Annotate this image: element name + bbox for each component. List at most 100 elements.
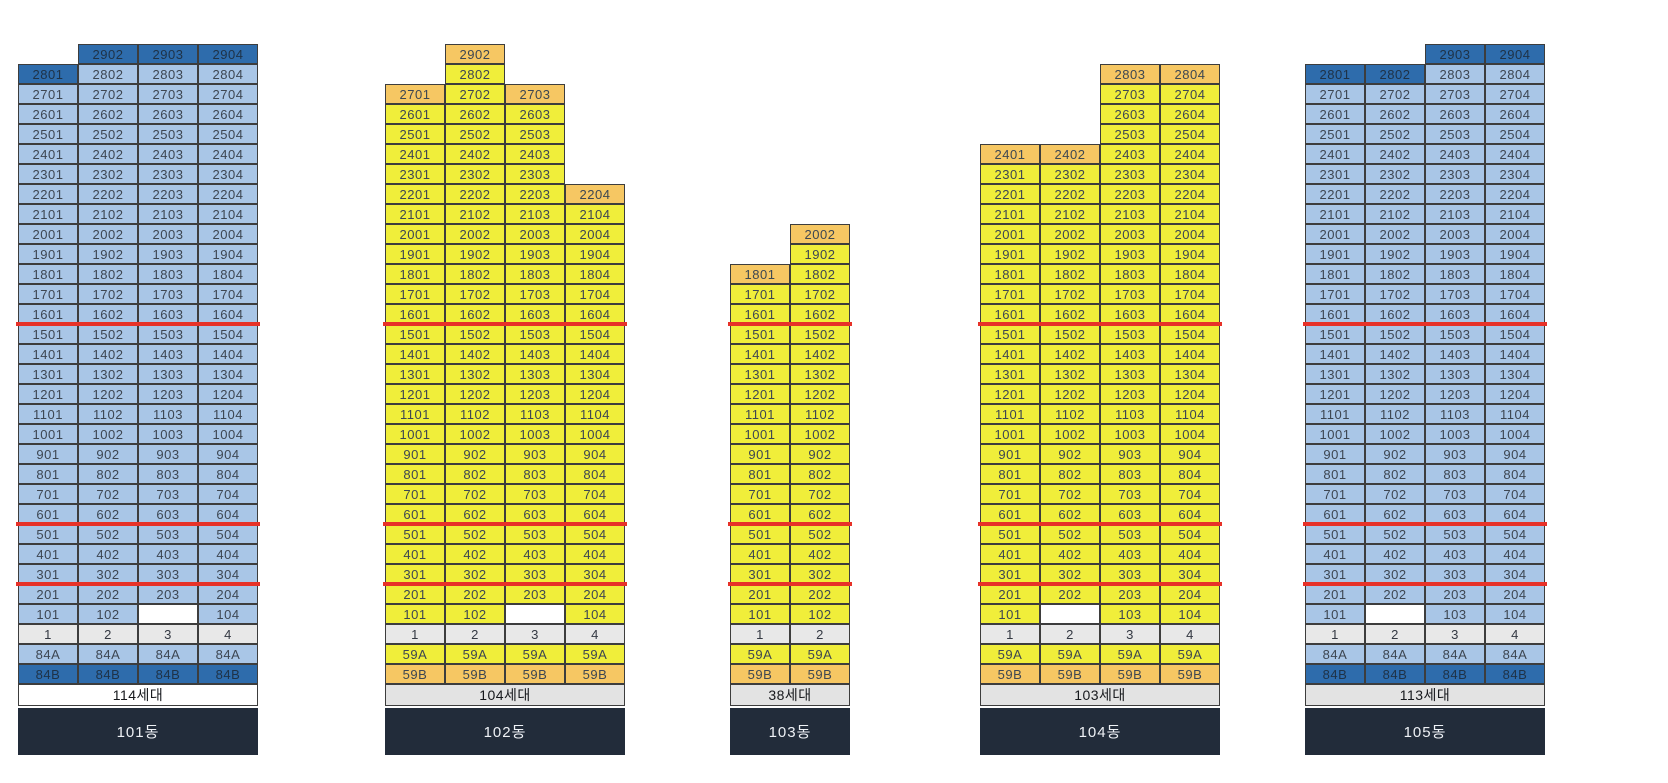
unit-cell[interactable]: 402 (78, 544, 138, 564)
unit-cell[interactable]: 1104 (565, 404, 625, 424)
unit-cell[interactable]: 2001 (1305, 224, 1365, 244)
unit-cell[interactable]: 1102 (1365, 404, 1425, 424)
unit-cell[interactable]: 701 (385, 484, 445, 504)
unit-cell[interactable]: 704 (1160, 484, 1220, 504)
unit-cell[interactable]: 2002 (790, 224, 850, 244)
unit-cell[interactable]: 2801 (18, 64, 78, 84)
unit-cell[interactable]: 804 (1160, 464, 1220, 484)
unit-cell[interactable]: 1601 (980, 304, 1040, 324)
unit-cell[interactable]: 1801 (1305, 264, 1365, 284)
unit-cell[interactable]: 2303 (505, 164, 565, 184)
unit-cell[interactable]: 1601 (730, 304, 790, 324)
unit-cell[interactable]: 2201 (1305, 184, 1365, 204)
unit-cell[interactable]: 1301 (385, 364, 445, 384)
unit-cell[interactable]: 304 (1160, 564, 1220, 584)
unit-cell[interactable]: 1904 (198, 244, 258, 264)
unit-cell[interactable]: 801 (730, 464, 790, 484)
unit-cell[interactable]: 702 (790, 484, 850, 504)
unit-cell[interactable]: 1202 (445, 384, 505, 404)
unit-cell[interactable]: 301 (980, 564, 1040, 584)
unit-cell[interactable]: 1902 (1365, 244, 1425, 264)
unit-cell[interactable]: 204 (1160, 584, 1220, 604)
unit-cell[interactable]: 1604 (1160, 304, 1220, 324)
unit-cell[interactable]: 902 (1040, 444, 1100, 464)
unit-cell[interactable]: 1904 (1485, 244, 1545, 264)
unit-cell[interactable]: 1603 (138, 304, 198, 324)
unit-cell[interactable]: 2004 (565, 224, 625, 244)
unit-cell[interactable]: 2301 (980, 164, 1040, 184)
unit-cell[interactable]: 1304 (565, 364, 625, 384)
unit-cell[interactable]: 804 (1485, 464, 1545, 484)
unit-cell[interactable]: 2003 (138, 224, 198, 244)
unit-cell[interactable]: 1903 (1100, 244, 1160, 264)
unit-cell[interactable]: 602 (78, 504, 138, 524)
unit-cell[interactable]: 504 (1160, 524, 1220, 544)
unit-cell[interactable]: 2004 (198, 224, 258, 244)
unit-cell[interactable]: 1601 (385, 304, 445, 324)
unit-cell[interactable]: 1302 (1040, 364, 1100, 384)
unit-cell[interactable]: 202 (445, 584, 505, 604)
unit-cell[interactable]: 1302 (1365, 364, 1425, 384)
unit-cell[interactable]: 1203 (138, 384, 198, 404)
unit-cell[interactable]: 1103 (1100, 404, 1160, 424)
unit-cell[interactable]: 203 (1100, 584, 1160, 604)
unit-cell[interactable]: 1003 (1425, 424, 1485, 444)
unit-cell[interactable]: 2201 (980, 184, 1040, 204)
unit-cell[interactable]: 2803 (1100, 64, 1160, 84)
unit-cell[interactable]: 1604 (565, 304, 625, 324)
unit-cell[interactable]: 2003 (1100, 224, 1160, 244)
unit-cell[interactable]: 2603 (505, 104, 565, 124)
unit-cell[interactable]: 2702 (1365, 84, 1425, 104)
unit-cell[interactable]: 1901 (980, 244, 1040, 264)
unit-cell[interactable]: 904 (1485, 444, 1545, 464)
unit-cell[interactable]: 502 (790, 524, 850, 544)
unit-cell[interactable]: 301 (18, 564, 78, 584)
unit-cell[interactable]: 2202 (78, 184, 138, 204)
unit-cell[interactable]: 602 (1040, 504, 1100, 524)
unit-cell[interactable]: 502 (1040, 524, 1100, 544)
unit-cell[interactable]: 1103 (505, 404, 565, 424)
unit-cell[interactable]: 1301 (730, 364, 790, 384)
unit-cell[interactable]: 302 (1365, 564, 1425, 584)
unit-cell[interactable]: 302 (1040, 564, 1100, 584)
unit-cell[interactable]: 1404 (198, 344, 258, 364)
unit-cell[interactable]: 201 (980, 584, 1040, 604)
unit-cell[interactable]: 2703 (138, 84, 198, 104)
unit-cell[interactable]: 204 (565, 584, 625, 604)
unit-cell[interactable]: 1501 (980, 324, 1040, 344)
unit-cell[interactable]: 404 (1160, 544, 1220, 564)
unit-cell[interactable]: 503 (1100, 524, 1160, 544)
unit-cell[interactable]: 2604 (1160, 104, 1220, 124)
unit-cell[interactable]: 301 (730, 564, 790, 584)
unit-cell[interactable]: 702 (1365, 484, 1425, 504)
unit-cell[interactable]: 1003 (505, 424, 565, 444)
unit-cell[interactable]: 603 (1425, 504, 1485, 524)
unit-cell[interactable]: 904 (565, 444, 625, 464)
unit-cell[interactable]: 2602 (445, 104, 505, 124)
unit-cell[interactable]: 1702 (790, 284, 850, 304)
unit-cell[interactable]: 802 (1365, 464, 1425, 484)
unit-cell[interactable]: 302 (445, 564, 505, 584)
unit-cell[interactable]: 404 (565, 544, 625, 564)
unit-cell[interactable]: 2101 (980, 204, 1040, 224)
unit-cell[interactable]: 2102 (1040, 204, 1100, 224)
unit-cell[interactable]: 2502 (445, 124, 505, 144)
unit-cell[interactable]: 2802 (445, 64, 505, 84)
unit-cell[interactable]: 2004 (1485, 224, 1545, 244)
unit-cell[interactable]: 2403 (1100, 144, 1160, 164)
unit-cell[interactable]: 1201 (980, 384, 1040, 404)
unit-cell[interactable]: 704 (1485, 484, 1545, 504)
unit-cell[interactable]: 201 (18, 584, 78, 604)
unit-cell[interactable]: 1602 (445, 304, 505, 324)
unit-cell[interactable]: 2201 (385, 184, 445, 204)
unit-cell[interactable]: 1701 (385, 284, 445, 304)
unit-cell[interactable]: 2504 (1485, 124, 1545, 144)
unit-cell[interactable]: 402 (1040, 544, 1100, 564)
unit-cell[interactable]: 602 (445, 504, 505, 524)
unit-cell[interactable]: 2302 (1365, 164, 1425, 184)
unit-cell[interactable]: 2804 (1160, 64, 1220, 84)
unit-cell[interactable]: 2303 (1425, 164, 1485, 184)
unit-cell[interactable]: 902 (78, 444, 138, 464)
unit-cell[interactable]: 202 (790, 584, 850, 604)
unit-cell[interactable]: 901 (730, 444, 790, 464)
